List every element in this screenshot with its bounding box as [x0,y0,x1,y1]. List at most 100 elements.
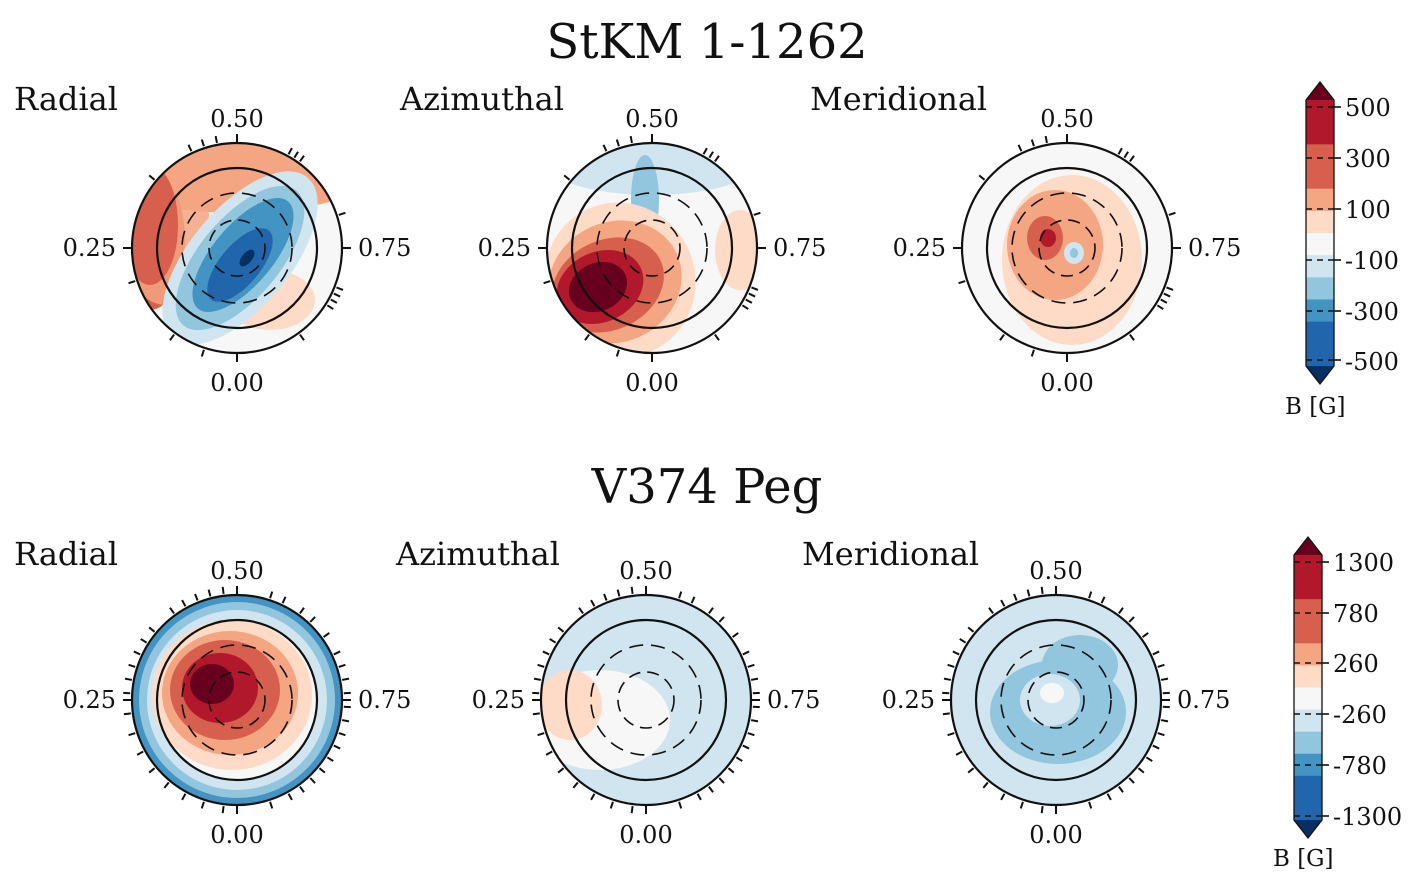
phase-label: 0.50 [1040,105,1093,133]
observation-phase-tick [952,650,960,656]
observation-phase-tick [942,712,950,716]
observation-phase-tick [1157,732,1165,737]
observation-phase-tick [1013,593,1018,601]
observation-phase-tick [943,677,952,681]
colorbar-bin [1306,122,1334,145]
observation-phase-tick [326,304,334,310]
equator-ring [155,166,319,330]
panel-title-azimuthal: Azimuthal [399,80,564,118]
latitude-ring [208,219,266,277]
observation-phase-tick [1088,591,1093,599]
observation-phase-tick [336,286,344,291]
observation-phase-tick [128,280,136,285]
observation-phase-tick [169,607,175,615]
observation-phase-tick [181,599,187,607]
observation-phase-tick [200,801,205,809]
observation-phase-tick [678,591,683,599]
latitude-ring [1038,219,1096,277]
observation-phase-tick [718,616,725,623]
observation-phase-tick [714,333,720,341]
phase-label: 0.25 [63,234,116,262]
observation-phase-tick [124,677,133,681]
observation-phase-tick [750,677,759,681]
observation-phase-tick [207,589,212,597]
phase-label: 0.25 [882,686,935,714]
observation-phase-tick [751,286,759,291]
colorbar-bin [1306,166,1334,190]
observation-phase-tick [148,174,156,181]
panel-azimuthal-v374peg: Azimuthal [395,535,751,805]
observation-phase-tick [745,298,753,304]
observation-phase-tick [615,139,620,147]
observation-phase-tick [269,801,274,809]
cbar-tick-label: -260 [1333,701,1387,729]
observation-phase-tick [281,596,287,604]
colorbar-outline [1305,80,1335,386]
observation-phase-tick [742,744,750,750]
panel-title-azimuthal: Azimuthal [395,535,560,573]
colorbar-bin [1294,577,1322,600]
observation-phase-tick [999,333,1005,341]
observation-phase-tick [1160,719,1169,723]
observation-phase-tick [333,650,341,656]
equator-ring [155,618,319,782]
observation-phase-tick [563,174,571,181]
observation-phase-tick [741,304,749,310]
phase-label: 0.50 [619,557,672,585]
observation-phase-tick [338,211,346,216]
colorbar-extend-max [1306,82,1334,100]
observation-phase-tick [735,756,743,762]
latitude-ring [596,192,708,304]
latitude-ring [623,219,681,277]
observation-phase-tick [148,767,156,774]
observation-phase-tick [169,333,175,341]
colorbar-outline [1293,535,1323,840]
colorbar-bin [1294,665,1322,688]
phase-label: 0.00 [210,369,263,397]
observation-phase-tick [590,793,596,801]
observation-phase-tick [616,589,621,597]
observation-phase-tick [947,663,955,668]
observation-phase-tick [341,719,350,723]
cbar-tick-label: 1300 [1333,549,1394,577]
colorbar-bin [1294,621,1322,644]
panel-meridional-stkm: Meridional [810,80,1172,353]
observation-phase-tick [326,756,334,762]
observation-phase-tick [1157,663,1165,668]
phase-label: 0.50 [625,105,678,133]
colorbar-bin [1294,643,1322,666]
observation-phase-tick [330,298,338,304]
observation-phase-tick [988,607,994,615]
observation-phase-tick [590,599,596,607]
observation-phase-tick [1156,304,1164,310]
row-title-v374peg: V374 Peg [591,459,823,515]
observation-phase-tick [630,586,634,594]
phase-label: 0.75 [767,686,820,714]
observation-phase-tick [309,616,316,623]
cbar-tick-label: -300 [1345,298,1399,326]
colorbar-stkm: 500 300 100 -100 -300 -500 B [G] [1285,80,1399,420]
observation-phase-tick [750,719,759,723]
field-map-azimuthal-v374peg [541,595,751,805]
observation-phase-tick [194,593,199,601]
cbar-tick-label: 500 [1345,94,1391,122]
observation-phase-tick [747,732,755,737]
observation-phase-tick [557,767,565,774]
observation-phase-tick [1145,756,1153,762]
observation-phase-tick [602,144,608,152]
phase-label: 0.00 [625,369,678,397]
cbar-tick-label: 100 [1345,196,1391,224]
phase-label: 0.00 [1029,821,1082,849]
observation-phase-tick [543,280,551,285]
panel-title-meridional: Meridional [802,535,979,573]
phase-label: 0.75 [358,686,411,714]
observation-phase-tick [1128,616,1135,623]
observation-phase-tick [269,591,274,599]
observation-phase-tick [1152,650,1160,656]
colorbar-bin [1306,343,1334,367]
observation-phase-tick [978,174,986,181]
observation-phase-tick [1026,589,1031,597]
latitude-ring [181,644,293,756]
phase-label: 0.50 [210,557,263,585]
observation-phase-tick [542,650,550,656]
